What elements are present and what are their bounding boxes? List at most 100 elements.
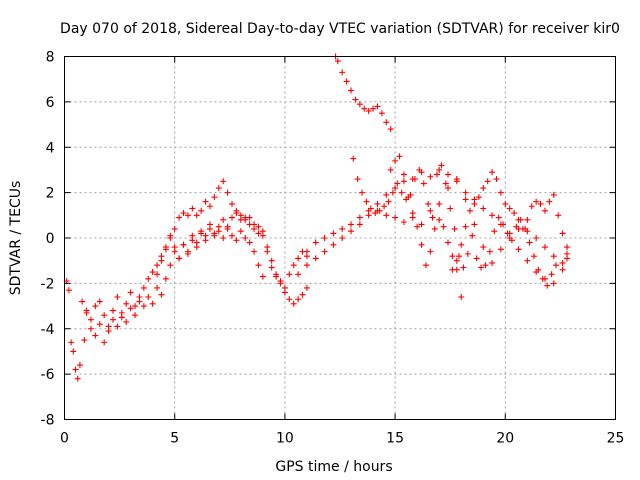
x-tick-label: 0	[60, 431, 69, 447]
data-point-track-7	[398, 189, 405, 196]
data-point-track-5	[564, 250, 571, 257]
data-point-track-4	[427, 173, 434, 180]
data-point-track-2	[277, 278, 284, 285]
data-point-track-3	[180, 241, 187, 248]
data-point-track-3	[259, 273, 266, 280]
data-point-track-2	[281, 289, 288, 296]
y-tick-label: -8	[41, 413, 55, 429]
data-point-track-5	[312, 255, 319, 262]
data-point-track-2	[295, 296, 302, 303]
data-point-track-1	[220, 178, 227, 185]
data-point-track-1	[193, 212, 200, 219]
data-point-track-10	[539, 275, 546, 282]
data-point-track-3	[220, 235, 227, 241]
data-point-track-5	[497, 246, 504, 253]
data-point-track-2	[259, 232, 266, 239]
data-point-track-3	[237, 228, 244, 235]
data-point-track-2	[105, 328, 112, 335]
data-point-track-7	[367, 205, 374, 212]
data-point-track-2	[233, 210, 240, 217]
x-tick-label: 10	[276, 431, 294, 447]
data-point-track-9	[467, 207, 474, 214]
data-point-track-2	[154, 284, 161, 291]
data-point-track-9	[480, 185, 487, 192]
data-point-track-1	[70, 348, 77, 355]
data-point-track-2	[286, 296, 293, 303]
data-point-track-3	[158, 257, 165, 264]
data-point-track-10	[544, 282, 551, 289]
y-tick-label: -4	[41, 322, 55, 338]
data-point-track-2	[167, 262, 174, 269]
data-point-track-9	[559, 230, 566, 237]
data-point-track-1	[140, 284, 147, 291]
data-point-track-2	[140, 303, 147, 310]
data-point-track-6	[352, 96, 359, 103]
data-point-track-8	[396, 153, 403, 160]
data-point-track-10	[491, 228, 498, 235]
y-tick-label: 0	[46, 231, 55, 247]
data-point-track-1	[180, 210, 187, 217]
data-point-track-3	[189, 237, 196, 244]
data-point-track-2	[303, 284, 310, 291]
data-point-track-9	[489, 169, 496, 176]
data-point-track-10	[464, 250, 471, 257]
data-point-track-2	[220, 216, 227, 223]
data-point-track-4	[303, 248, 310, 255]
data-point-track-10	[522, 225, 529, 232]
data-point-track-9	[475, 194, 482, 201]
data-point-track-8	[436, 216, 443, 223]
data-point-track-3	[233, 237, 240, 244]
data-point-track-8	[440, 223, 447, 230]
data-point-track-5	[462, 196, 469, 203]
data-point-track-2	[255, 230, 262, 237]
data-point-track-6	[361, 105, 368, 112]
data-point-track-1	[127, 289, 134, 296]
data-point-track-4	[356, 214, 363, 221]
data-point-track-4	[559, 266, 566, 273]
data-point-track-10	[433, 171, 440, 178]
data-point-track-7	[425, 200, 432, 207]
data-point-track-9	[484, 178, 491, 185]
x-tick-label: 15	[386, 431, 404, 447]
data-point-track-10	[442, 180, 449, 187]
data-point-track-2	[299, 291, 306, 298]
data-point-track-9	[528, 203, 535, 210]
data-point-track-5	[295, 271, 302, 278]
data-point-track-6	[343, 78, 350, 85]
data-point-track-2	[109, 316, 116, 323]
data-point-track-2	[87, 325, 94, 332]
data-point-track-3	[251, 248, 258, 255]
data-point-track-8	[418, 241, 425, 248]
data-point-track-5	[348, 228, 355, 235]
data-point-track-2	[79, 298, 86, 305]
data-point-track-1	[206, 203, 213, 210]
data-point-track-8	[400, 171, 407, 178]
data-point-track-2	[229, 214, 236, 221]
data-point-track-7	[381, 203, 388, 210]
data-point-track-10	[486, 248, 493, 255]
data-point-track-1	[68, 339, 75, 346]
data-point-track-10	[482, 262, 489, 269]
data-point-track-1	[176, 214, 183, 221]
data-point-track-4	[330, 230, 337, 237]
data-point-track-2	[251, 225, 258, 232]
data-point-track-8	[431, 225, 438, 232]
data-point-track-4	[462, 189, 469, 196]
data-point-track-10	[517, 216, 524, 223]
y-tick-label: 4	[46, 140, 55, 156]
data-point-track-1	[109, 307, 116, 314]
data-point-track-4	[374, 200, 381, 207]
data-point-track-3	[255, 262, 262, 269]
data-point-track-7	[394, 180, 401, 187]
data-point-track-1	[255, 223, 262, 230]
data-point-track-3	[242, 235, 249, 241]
data-point-track-10	[513, 223, 520, 230]
data-point-track-9	[511, 210, 518, 217]
data-point-track-7	[416, 166, 423, 173]
data-point-track-5	[339, 235, 346, 241]
data-point-track-2	[101, 339, 108, 346]
data-point-track-1	[202, 198, 209, 205]
data-point-track-5	[321, 248, 328, 255]
data-point-track-8	[409, 210, 416, 217]
data-point-track-5	[489, 259, 496, 266]
